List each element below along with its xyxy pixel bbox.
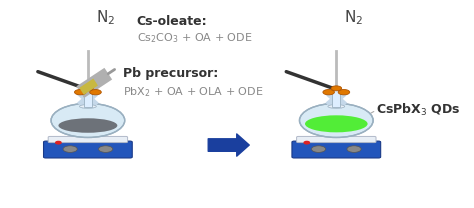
Circle shape — [347, 146, 361, 152]
Circle shape — [63, 146, 77, 152]
Circle shape — [323, 89, 335, 95]
Circle shape — [304, 141, 310, 144]
Text: Pb precursor:: Pb precursor: — [123, 67, 219, 80]
Ellipse shape — [328, 105, 345, 108]
Circle shape — [82, 86, 93, 91]
FancyArrowPatch shape — [208, 134, 249, 156]
Circle shape — [331, 86, 342, 91]
Bar — [84, 88, 92, 107]
Bar — [332, 88, 340, 107]
Ellipse shape — [80, 105, 96, 108]
Circle shape — [74, 89, 86, 95]
Circle shape — [99, 146, 113, 152]
FancyBboxPatch shape — [48, 136, 128, 142]
Text: PbX$_2$ + OA + OLA + ODE: PbX$_2$ + OA + OLA + ODE — [123, 85, 264, 99]
Ellipse shape — [305, 115, 368, 132]
Text: N$_2$: N$_2$ — [345, 9, 364, 27]
Text: Cs-oleate:: Cs-oleate: — [137, 15, 207, 28]
Circle shape — [90, 89, 101, 95]
Text: N$_2$: N$_2$ — [96, 9, 115, 27]
Ellipse shape — [58, 118, 118, 133]
Circle shape — [56, 141, 61, 144]
FancyBboxPatch shape — [297, 136, 376, 142]
Circle shape — [300, 103, 373, 137]
FancyBboxPatch shape — [44, 141, 132, 158]
Text: Cs$_2$CO$_3$ + OA + ODE: Cs$_2$CO$_3$ + OA + ODE — [137, 31, 252, 45]
FancyBboxPatch shape — [292, 141, 381, 158]
Text: CsPbX$_3$ QDs: CsPbX$_3$ QDs — [376, 102, 461, 118]
Circle shape — [51, 103, 125, 137]
Circle shape — [338, 89, 350, 95]
Circle shape — [311, 146, 326, 152]
